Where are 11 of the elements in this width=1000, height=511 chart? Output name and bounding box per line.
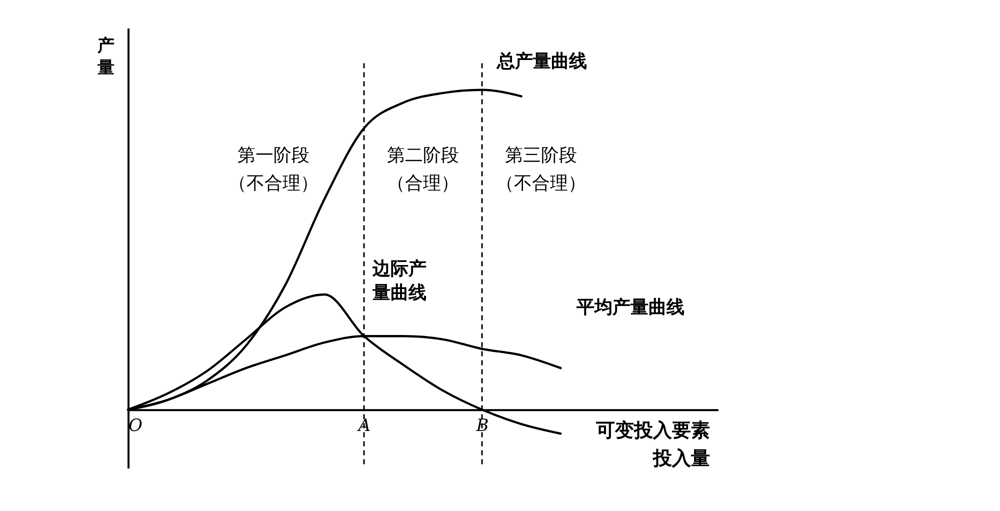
series-label: 边际产量曲线 bbox=[372, 258, 427, 304]
y-axis-title: 产量 bbox=[96, 36, 114, 78]
annotation: 第二阶段（合理） bbox=[387, 144, 459, 194]
series-label: 总产量曲线 bbox=[496, 50, 587, 72]
annotation: 第一阶段（不合理） bbox=[228, 144, 319, 194]
x-tick-label: B bbox=[475, 416, 489, 436]
x-tick-label: O bbox=[128, 416, 142, 436]
x-tick-label: A bbox=[356, 416, 371, 436]
x-axis-title: 可变投入要素投入量 bbox=[595, 420, 710, 470]
text: 平均产量曲线 bbox=[576, 297, 685, 318]
annotation: 第三阶段（不合理） bbox=[496, 144, 586, 194]
